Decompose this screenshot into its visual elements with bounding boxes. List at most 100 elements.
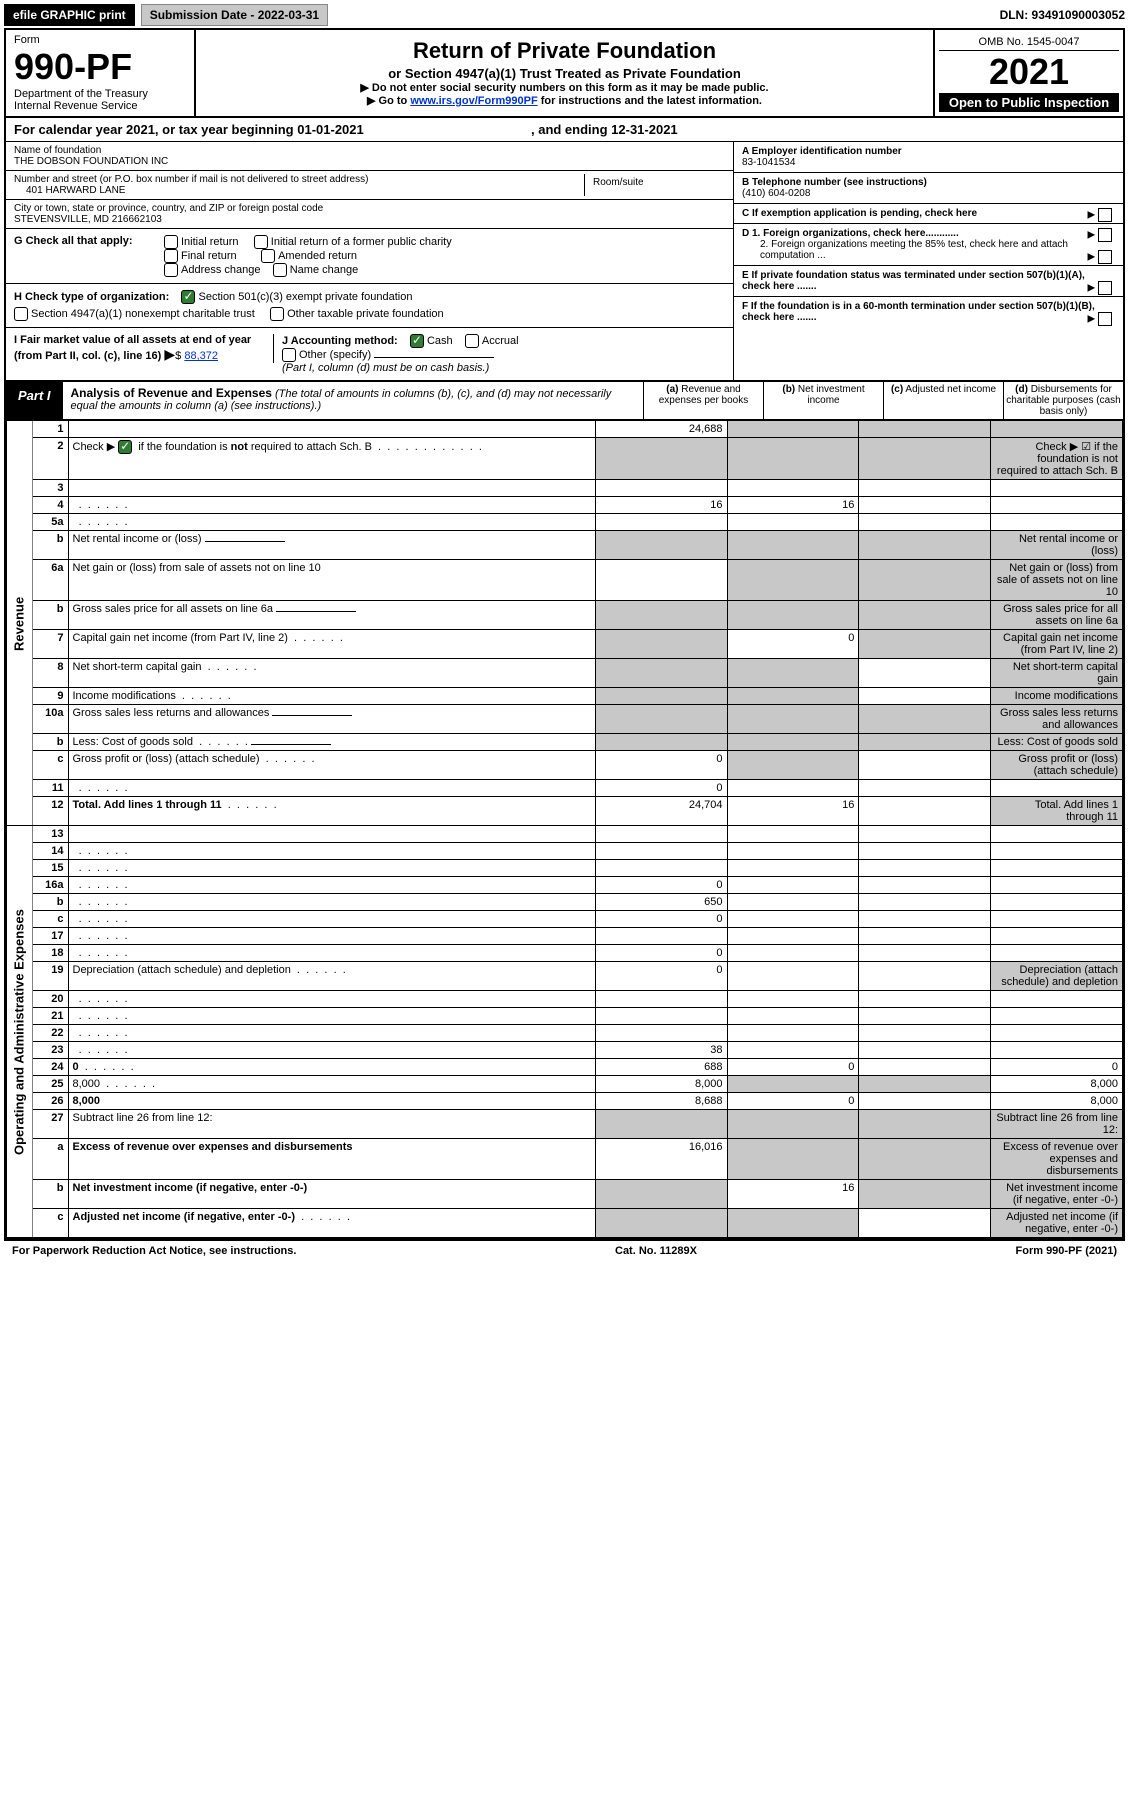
cb-initial-return[interactable] — [164, 235, 178, 249]
cell-c — [859, 531, 991, 560]
cb-85pct[interactable] — [1098, 250, 1112, 264]
cell-d: 8,000 — [991, 1093, 1123, 1110]
line-number: 6a — [33, 560, 68, 601]
cell-d — [991, 945, 1123, 962]
name-label: Name of foundation — [14, 145, 725, 156]
line-number: 3 — [33, 480, 68, 497]
cell-d: Net short-term capital gain — [991, 659, 1123, 688]
cell-c — [859, 797, 991, 826]
b-label: B Telephone number (see instructions) — [742, 177, 1115, 188]
cell-a: 16 — [595, 497, 727, 514]
room-cell: Room/suite — [585, 174, 725, 196]
cb-name-change[interactable] — [273, 263, 287, 277]
cell-a — [595, 688, 727, 705]
cell-d: Depreciation (attach schedule) and deple… — [991, 962, 1123, 991]
cell-c — [859, 1076, 991, 1093]
cell-c — [859, 843, 991, 860]
submission-btn[interactable]: Submission Date - 2022-03-31 — [141, 4, 328, 26]
cb-501c3[interactable] — [181, 290, 195, 304]
cell-a: 0 — [595, 911, 727, 928]
footer: For Paperwork Reduction Act Notice, see … — [4, 1240, 1125, 1261]
line-desc: Adjusted net income (if negative, enter … — [68, 1209, 595, 1238]
cb-accrual[interactable] — [465, 334, 479, 348]
cb-4947[interactable] — [14, 307, 28, 321]
line-number: b — [33, 1180, 68, 1209]
cell-a: 688 — [595, 1059, 727, 1076]
cell-a: 16,016 — [595, 1139, 727, 1180]
cell-b — [727, 1008, 859, 1025]
cb-other-taxable[interactable] — [270, 307, 284, 321]
cb-addr-change[interactable] — [164, 263, 178, 277]
cell-a — [595, 438, 727, 480]
cb-cash[interactable] — [410, 334, 424, 348]
line-desc: . . . . . . — [68, 991, 595, 1008]
cell-c — [859, 928, 991, 945]
cb-amended[interactable] — [261, 249, 275, 263]
form-header: Form 990-PF Department of the Treasury I… — [6, 30, 1123, 118]
cell-a — [595, 1008, 727, 1025]
line-desc — [68, 421, 595, 438]
cell-a — [595, 826, 727, 843]
cell-d: Net rental income or (loss) — [991, 531, 1123, 560]
cell-a — [595, 514, 727, 531]
line-number: c — [33, 751, 68, 780]
cb-initial-former[interactable] — [254, 235, 268, 249]
table-row: 16a . . . . . .0 — [7, 877, 1123, 894]
part1-table: Revenue124,6882Check ▶ if the foundation… — [6, 420, 1123, 1238]
line-number: 20 — [33, 991, 68, 1008]
efile-btn[interactable]: efile GRAPHIC print — [4, 4, 135, 26]
cb-final-return[interactable] — [164, 249, 178, 263]
line-number: b — [33, 601, 68, 630]
d1-label: D 1. Foreign organizations, check here..… — [742, 228, 959, 239]
cb-60month[interactable] — [1098, 312, 1112, 326]
form-container: Form 990-PF Department of the Treasury I… — [4, 28, 1125, 1240]
line-desc: . . . . . . — [68, 928, 595, 945]
part1-tag: Part I — [6, 382, 63, 419]
cell-b — [727, 705, 859, 734]
part1-header: Part I Analysis of Revenue and Expenses … — [6, 381, 1123, 420]
cell-c — [859, 1093, 991, 1110]
cb-status-terminated[interactable] — [1098, 281, 1112, 295]
line-desc: . . . . . . — [68, 514, 595, 531]
cell-d — [991, 843, 1123, 860]
section-d: D 1. Foreign organizations, check here..… — [734, 224, 1123, 266]
cb-sch-b[interactable] — [118, 440, 132, 454]
line-number: 27 — [33, 1110, 68, 1139]
cell-a — [595, 480, 727, 497]
cb-foreign-org[interactable] — [1098, 228, 1112, 242]
fmv-link[interactable]: 88,372 — [184, 350, 218, 362]
table-row: 17 . . . . . . — [7, 928, 1123, 945]
cell-a — [595, 659, 727, 688]
line-number: 16a — [33, 877, 68, 894]
line-desc: Gross sales less returns and allowances — [68, 705, 595, 734]
col-b-hdr: (b) Net investment income — [763, 382, 883, 419]
cb-exemption-pending[interactable] — [1098, 208, 1112, 222]
footer-left: For Paperwork Reduction Act Notice, see … — [12, 1245, 296, 1257]
cell-d — [991, 826, 1123, 843]
form-number: 990-PF — [14, 46, 186, 88]
cell-c — [859, 1110, 991, 1139]
cell-b — [727, 877, 859, 894]
line-desc: 8,000 . . . . . . — [68, 1076, 595, 1093]
line-number: 10a — [33, 705, 68, 734]
instructions-link[interactable]: www.irs.gov/Form990PF — [410, 95, 537, 107]
table-row: cAdjusted net income (if negative, enter… — [7, 1209, 1123, 1238]
section-g: G Check all that apply: Initial return I… — [6, 229, 733, 284]
section-f: F If the foundation is in a 60-month ter… — [734, 297, 1123, 327]
cell-c — [859, 480, 991, 497]
cell-b — [727, 688, 859, 705]
table-row: bLess: Cost of goods sold . . . . . . Le… — [7, 734, 1123, 751]
g-label: G Check all that apply: — [14, 235, 164, 247]
line-desc: Net investment income (if negative, ente… — [68, 1180, 595, 1209]
line-desc: 8,000 — [68, 1093, 595, 1110]
cell-c — [859, 421, 991, 438]
c-label: C If exemption application is pending, c… — [742, 208, 977, 219]
cell-c — [859, 438, 991, 480]
table-row: 20 . . . . . . — [7, 991, 1123, 1008]
line-number: 23 — [33, 1042, 68, 1059]
cell-b — [727, 480, 859, 497]
calendar-year-row: For calendar year 2021, or tax year begi… — [6, 118, 1123, 142]
cell-b — [727, 991, 859, 1008]
line-desc: Check ▶ if the foundation is not require… — [68, 438, 595, 480]
cb-other-method[interactable] — [282, 348, 296, 362]
